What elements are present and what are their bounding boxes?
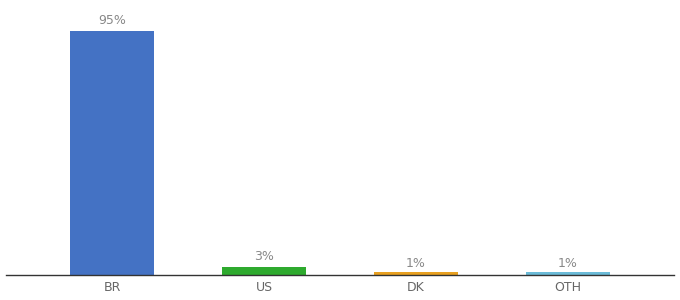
Text: 1%: 1% bbox=[406, 257, 426, 270]
Text: 95%: 95% bbox=[98, 14, 126, 27]
Bar bbox=[70, 31, 154, 274]
Text: 3%: 3% bbox=[254, 250, 274, 263]
Bar bbox=[374, 272, 458, 274]
Bar bbox=[222, 267, 306, 274]
Text: 1%: 1% bbox=[558, 257, 578, 270]
Bar bbox=[526, 272, 610, 274]
